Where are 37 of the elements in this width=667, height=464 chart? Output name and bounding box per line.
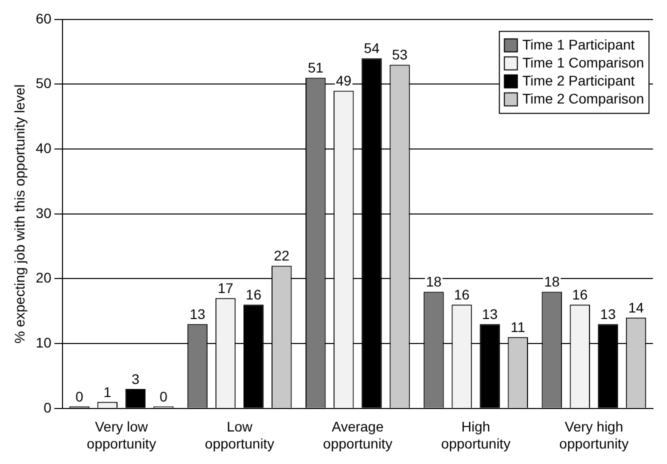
data-label: 14 <box>628 299 644 316</box>
data-label: 13 <box>600 306 616 322</box>
legend-label: Time 1 Participant <box>522 36 635 52</box>
data-label: 54 <box>364 40 380 56</box>
data-label: 16 <box>454 286 470 303</box>
y-tick-label: 60 <box>36 10 52 26</box>
data-label: 3 <box>132 370 140 387</box>
data-label: 53 <box>392 46 408 63</box>
y-tick-label: 20 <box>36 270 52 286</box>
data-label: 1 <box>104 384 112 400</box>
data-label: 51 <box>308 60 324 76</box>
data-label: 0 <box>160 388 168 404</box>
data-label: 22 <box>274 248 290 264</box>
y-axis-title: % expecting job with this opportunity level <box>11 84 28 344</box>
x-tick-label: Very low opportunity <box>86 418 156 452</box>
data-label: 0 <box>75 388 84 404</box>
x-tick-label: High opportunity <box>441 418 510 452</box>
y-tick-label: 30 <box>36 204 52 221</box>
legend-label: Time 2 Participant <box>522 72 635 88</box>
data-label: 49 <box>336 72 352 89</box>
data-label: 17 <box>218 280 234 296</box>
data-label: 16 <box>246 286 262 303</box>
legend-label: Time 1 Comparison <box>522 54 644 70</box>
data-label: 16 <box>572 286 588 303</box>
data-label: 13 <box>190 306 206 322</box>
data-label: 11 <box>510 318 526 335</box>
y-tick-label: 40 <box>36 140 52 156</box>
y-tick-label: 0 <box>44 399 52 416</box>
data-label: 18 <box>544 274 560 290</box>
data-label: 18 <box>426 274 442 290</box>
y-tick-label: 50 <box>36 75 52 92</box>
data-label: 13 <box>482 306 498 322</box>
legend-label: Time 2 Comparison <box>522 90 644 106</box>
x-tick-label: Very high opportunity <box>559 418 629 452</box>
x-tick-label: Low opportunity <box>204 418 274 452</box>
y-tick-label: 10 <box>36 334 52 350</box>
x-tick-label: Average opportunity <box>323 418 392 452</box>
